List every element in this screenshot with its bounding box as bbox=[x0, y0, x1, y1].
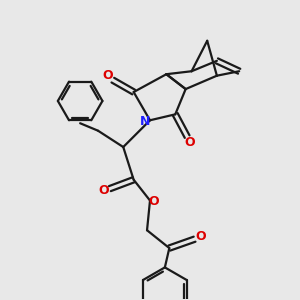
Text: O: O bbox=[102, 69, 113, 82]
Text: O: O bbox=[185, 136, 195, 149]
Text: O: O bbox=[99, 184, 109, 196]
Text: N: N bbox=[140, 115, 150, 128]
Text: O: O bbox=[148, 195, 159, 208]
Text: O: O bbox=[195, 230, 206, 243]
